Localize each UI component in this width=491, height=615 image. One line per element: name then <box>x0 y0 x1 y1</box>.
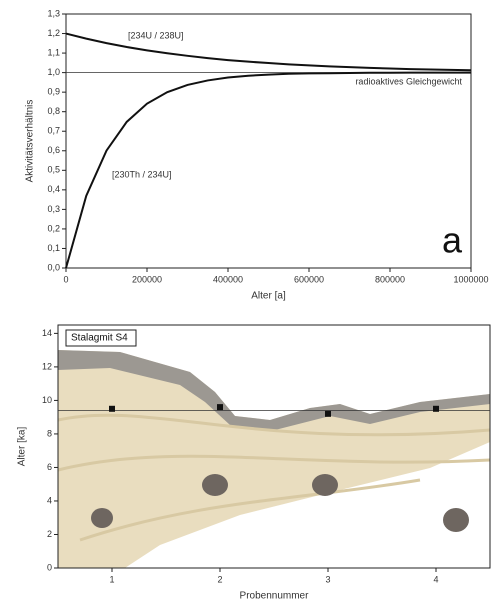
series-label: [234U / 238U] <box>128 30 184 40</box>
data-point <box>325 410 331 417</box>
x-tick-label: 1 <box>109 574 114 584</box>
y-tick-label: 1,1 <box>47 47 60 57</box>
y-tick-label: 1,0 <box>47 67 60 77</box>
x-tick-label: 2 <box>217 574 222 584</box>
y-tick-label: 10 <box>42 395 52 405</box>
data-point <box>217 404 223 411</box>
y-tick-label: 0,3 <box>47 204 60 214</box>
y-tick-label: 0,9 <box>47 87 60 97</box>
data-point <box>433 405 439 412</box>
series-line <box>65 71 471 269</box>
y-axis-label: Alter [ka] <box>17 427 28 467</box>
y-tick-label: 1,2 <box>47 28 60 38</box>
y-tick-label: 0,8 <box>47 106 60 116</box>
stalagmite-photo <box>57 350 491 568</box>
y-tick-label: 0,5 <box>47 165 60 175</box>
x-tick-label: 200000 <box>132 274 162 284</box>
plot-frame <box>65 13 472 269</box>
legend-box <box>65 329 137 347</box>
y-tick-label: 0,6 <box>47 145 60 155</box>
y-axis-label: Aktivitätsverhältnis <box>25 100 36 183</box>
x-tick-label: 400000 <box>213 274 243 284</box>
y-tick-label: 12 <box>42 361 52 371</box>
y-tick-label: 8 <box>47 428 52 438</box>
y-tick-label: 14 <box>42 328 52 338</box>
y-tick-label: 0,2 <box>47 223 60 233</box>
x-tick-label: 0 <box>63 274 68 284</box>
data-point <box>109 405 115 412</box>
y-tick-label: 0,4 <box>47 184 60 194</box>
y-tick-label: 0,1 <box>47 243 60 253</box>
x-axis-label: Probennummer <box>240 591 310 602</box>
y-tick-label: 0 <box>47 562 52 572</box>
y-tick-label: 1,3 <box>47 8 60 18</box>
x-axis-label: Alter [a] <box>251 291 286 302</box>
series-label: [230Th / 234U] <box>112 169 172 179</box>
x-tick-label: 1000000 <box>453 274 488 284</box>
y-tick-label: 2 <box>47 529 52 539</box>
x-tick-label: 600000 <box>294 274 324 284</box>
x-tick-label: 800000 <box>375 274 405 284</box>
x-tick-label: 3 <box>325 574 330 584</box>
y-tick-label: 6 <box>47 462 52 472</box>
y-tick-label: 0,0 <box>47 262 60 272</box>
plot-frame <box>57 324 491 569</box>
annotation: a <box>442 220 463 261</box>
y-tick-label: 0,7 <box>47 126 60 136</box>
x-tick-label: 4 <box>433 574 438 584</box>
series-line <box>65 32 472 72</box>
annotation: radioaktives Gleichgewicht <box>355 76 462 86</box>
y-tick-label: 4 <box>47 495 52 505</box>
legend-label: Stalagmit S4 <box>71 333 128 344</box>
